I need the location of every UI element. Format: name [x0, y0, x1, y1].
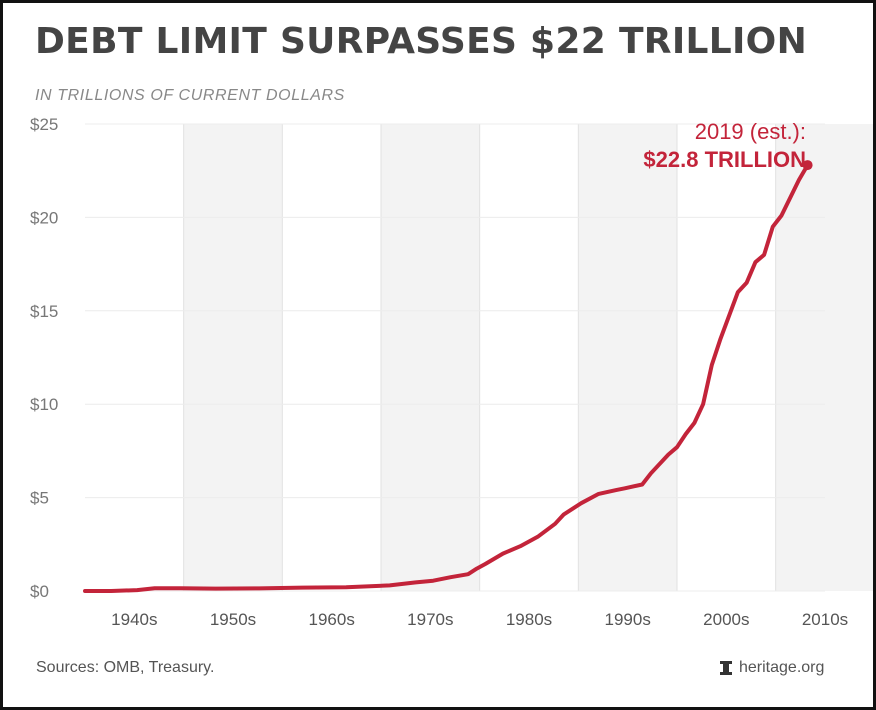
brand-url: heritage.org [739, 659, 825, 676]
x-tick-label: 1970s [407, 610, 453, 629]
debt-limit-line-chart: $0 $5 $10 $15 $20 $25 1940s 1950s 1960s 1970s 198… [30, 115, 873, 629]
x-tick-label: 1950s [210, 610, 256, 629]
decade-band [775, 124, 873, 591]
y-tick-label: $10 [30, 395, 58, 414]
y-tick-label: $25 [30, 115, 58, 134]
chart-title: DEBT LIMIT SURPASSES $22 TRILLION [35, 21, 808, 62]
x-tick-label: 1990s [605, 610, 651, 629]
y-tick-label: $0 [30, 582, 49, 601]
x-tick-label: 1940s [111, 610, 157, 629]
brand: heritage.org [719, 659, 824, 677]
sources-note: Sources: OMB, Treasury. [36, 659, 215, 676]
y-axis-labels: $0 $5 $10 $15 $20 $25 [30, 115, 58, 601]
annotation-label-year: 2019 (est.): [695, 119, 806, 144]
chart-card: DEBT LIMIT SURPASSES $22 TRILLION IN TRI… [3, 3, 873, 707]
decade-band [381, 124, 480, 591]
decade-band [578, 124, 677, 591]
y-tick-label: $5 [30, 489, 49, 508]
series-end-point [802, 160, 813, 171]
x-tick-label: 1960s [309, 610, 355, 629]
heritage-logo-icon [720, 661, 732, 675]
x-tick-label: 2000s [703, 610, 749, 629]
debt-limit-series-line [83, 163, 810, 593]
background-bands [183, 124, 873, 591]
x-axis-labels: 1940s 1950s 1960s 1970s 1980s 1990s 2000s 2010s [111, 610, 848, 629]
vertical-gridlines [183, 124, 777, 591]
x-tick-label: 1980s [506, 610, 552, 629]
x-tick-label: 2010s [802, 610, 848, 629]
y-tick-label: $20 [30, 208, 58, 227]
annotation-label-value: $22.8 TRILLION [643, 147, 806, 172]
decade-band [183, 124, 283, 591]
chart-subtitle: IN TRILLIONS OF CURRENT DOLLARS [35, 87, 345, 104]
y-tick-label: $15 [30, 302, 58, 321]
